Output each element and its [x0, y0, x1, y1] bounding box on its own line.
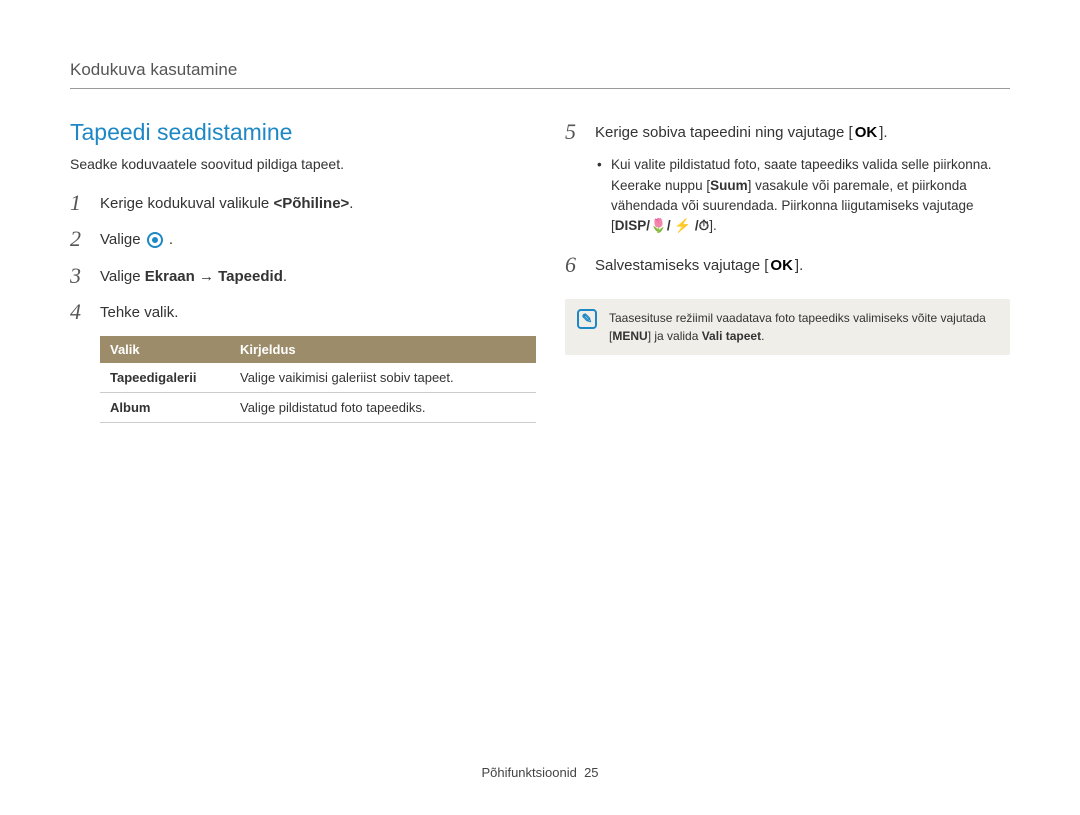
text: . [761, 329, 764, 343]
text: Kerige kodukuval valikule [100, 195, 273, 212]
text: ]. [879, 124, 887, 141]
text: Valige [100, 268, 145, 285]
steps-right-cont: 6 Salvestamiseks vajutage [OK]. [565, 252, 1010, 278]
step-number: 2 [70, 226, 100, 252]
step-3: 3 Valige Ekraan → Tapeedid. [70, 263, 515, 289]
text: Salvestamiseks vajutage [ [595, 257, 768, 274]
table-cell: Tapeedigalerii [100, 363, 230, 393]
table-row: Tapeedigalerii Valige vaikimisi galeriis… [100, 363, 536, 393]
step-number: 1 [70, 190, 100, 216]
step-text: Valige . [100, 226, 173, 252]
ok-key: OK [768, 255, 795, 278]
right-column: 5 Kerige sobiva tapeedini ning vajutage … [565, 119, 1010, 423]
text: ]. [795, 257, 803, 274]
table-cell: Valige pildistatud foto tapeediks. [230, 392, 536, 422]
text: Kerige sobiva tapeedini ning vajutage [ [595, 124, 853, 141]
note-icon: ✎ [577, 309, 597, 329]
steps-left: 1 Kerige kodukuval valikule <Põhiline>. … [70, 190, 515, 326]
table-cell: Valige vaikimisi galeriist sobiv tapeet. [230, 363, 536, 393]
note-text: Taasesituse režiimil vaadatava foto tape… [609, 309, 986, 345]
table-cell: Album [100, 392, 230, 422]
ok-key: OK [853, 122, 880, 145]
text: . [349, 195, 353, 212]
text: . [283, 268, 287, 285]
table-row: Album Valige pildistatud foto tapeediks. [100, 392, 536, 422]
step-1: 1 Kerige kodukuval valikule <Põhiline>. [70, 190, 515, 216]
step-5: 5 Kerige sobiva tapeedini ning vajutage … [565, 119, 1010, 145]
content-columns: Tapeedi seadistamine Seadke koduvaatele … [70, 119, 1010, 423]
text: Taasesituse režiimil vaadatava foto tape… [609, 311, 986, 325]
step-6: 6 Salvestamiseks vajutage [OK]. [565, 252, 1010, 278]
page-footer: Põhifunktsioonid 25 [0, 765, 1080, 780]
step-2: 2 Valige . [70, 226, 515, 252]
step-text: Kerige sobiva tapeedini ning vajutage [O… [595, 119, 888, 145]
step-4: 4 Tehke valik. [70, 299, 515, 325]
intro-text: Seadke koduvaatele soovitud pildiga tape… [70, 156, 515, 172]
text: ]. [709, 218, 717, 233]
target-icon [147, 232, 163, 248]
step-number: 5 [565, 119, 595, 145]
step-text: Kerige kodukuval valikule <Põhiline>. [100, 190, 353, 216]
table-header-valik: Valik [100, 336, 230, 363]
step-number: 6 [565, 252, 595, 278]
breadcrumb: Kodukuva kasutamine [70, 60, 1010, 89]
step-5-substep: Kui valite pildistatud foto, saate tapee… [597, 155, 1010, 236]
table-header-kirjeldus: Kirjeldus [230, 336, 536, 363]
text: Valige [100, 231, 145, 248]
step-text: Tehke valik. [100, 299, 178, 325]
menu-key: MENU [612, 329, 647, 343]
zoom-key: Suum [710, 178, 748, 193]
note-box: ✎ Taasesituse režiimil vaadatava foto ta… [565, 299, 1010, 355]
text: ] ja valida [648, 329, 702, 343]
text: . [165, 231, 173, 248]
step-number: 3 [70, 263, 100, 289]
page-number: 25 [584, 765, 598, 780]
nav-icons: /🌷/ ⚡ /⏱ [646, 216, 709, 236]
step-number: 4 [70, 299, 100, 325]
step-text: Valige Ekraan → Tapeedid. [100, 263, 287, 289]
steps-right: 5 Kerige sobiva tapeedini ning vajutage … [565, 119, 1010, 145]
bold-text: <Põhiline> [273, 195, 349, 212]
bold-text: Vali tapeet [702, 329, 761, 343]
section-title: Tapeedi seadistamine [70, 119, 515, 146]
options-table: Valik Kirjeldus Tapeedigalerii Valige va… [100, 336, 536, 423]
bold-text: Ekraan → Tapeedid [145, 268, 283, 285]
step-text: Salvestamiseks vajutage [OK]. [595, 252, 803, 278]
left-column: Tapeedi seadistamine Seadke koduvaatele … [70, 119, 515, 423]
disp-key: DISP [615, 218, 647, 233]
footer-label: Põhifunktsioonid [481, 765, 576, 780]
